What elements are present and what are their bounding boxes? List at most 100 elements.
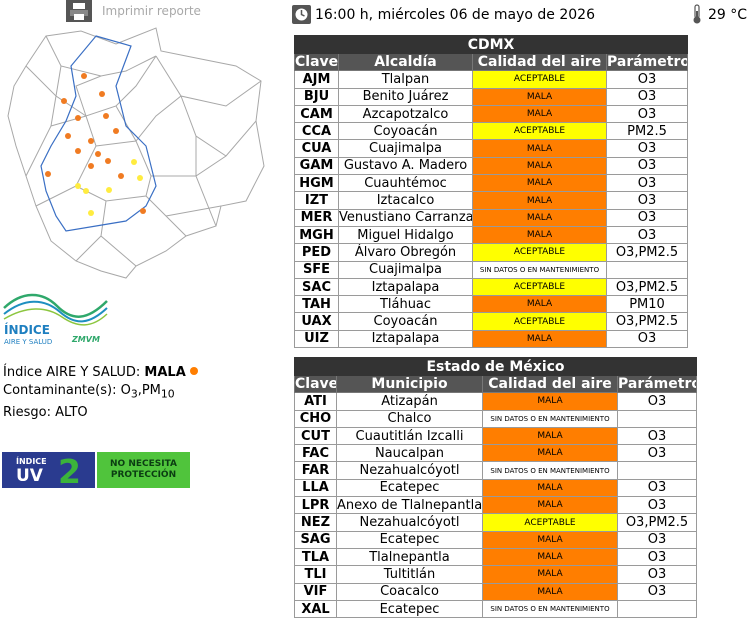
station-code: VIF (294, 582, 337, 601)
air-quality-status: MALA (472, 87, 607, 106)
print-report-label: Imprimir reporte (102, 4, 201, 18)
station-row: MGH Miguel Hidalgo MALA O3 (294, 225, 688, 245)
station-name: Ecatepec (336, 599, 483, 619)
air-quality-status: MALA (472, 191, 607, 210)
air-quality-status: MALA (472, 174, 607, 193)
column-header-parametro: Parámetro (617, 374, 697, 394)
station-code: IZT (294, 191, 339, 210)
station-name: Cuajimalpa (338, 139, 473, 158)
uv-message-line2: PROTECCIÓN (110, 470, 177, 480)
column-header-parametro: Parámetro (606, 52, 688, 72)
parameter-value (606, 260, 688, 279)
station-name: Naucalpan (336, 444, 483, 463)
column-header-calidad: Calidad del aire (482, 374, 618, 394)
uv-message-line1: NO NECESITA (110, 459, 177, 469)
station-name: Iztapalapa (338, 277, 473, 297)
indice-value: MALA (144, 365, 186, 380)
column-header-clave: Clave (294, 374, 337, 394)
station-row: ATI Atizapán MALA O3 (294, 392, 697, 411)
station-code: BJU (294, 87, 339, 106)
station-name: Ecatepec (336, 478, 483, 498)
station-name: Venustiano Carranza (338, 208, 473, 227)
air-quality-status: SIN DATOS O EN MANTENIMIENTO (472, 260, 607, 279)
station-row: CCA Coyoacán ACEPTABLE PM2.5 (294, 122, 688, 141)
station-name: Azcapotzalco (338, 104, 473, 124)
station-row: AJM Tlalpan ACEPTABLE O3 (294, 70, 688, 89)
air-quality-status: MALA (472, 208, 607, 227)
indice-aire-salud-logo: ÍNDICE AIRE Y SALUD ZMVM (3, 293, 108, 346)
uv-small-label: ÍNDICE (16, 457, 47, 466)
parameter-value: O3,PM2.5 (617, 513, 697, 532)
station-code: CUA (294, 139, 339, 158)
parameter-value: O3 (617, 530, 697, 549)
parameter-value: O3 (606, 174, 688, 193)
air-quality-status: MALA (482, 565, 618, 584)
parameter-value: O3 (606, 87, 688, 106)
station-name: Iztapalapa (338, 329, 473, 349)
air-quality-status: SIN DATOS O EN MANTENIMIENTO (482, 599, 618, 619)
station-name: Tultitlán (336, 565, 483, 584)
parameter-value: O3 (617, 392, 697, 411)
station-code: FAR (294, 461, 337, 480)
air-quality-status: ACEPTABLE (472, 312, 607, 331)
station-row: FAC Naucalpan MALA O3 (294, 444, 697, 463)
indice-row: Índice AIRE Y SALUD: MALA (3, 364, 198, 382)
station-name: Tláhuac (338, 295, 473, 314)
station-row: PED Álvaro Obregón ACEPTABLE O3,PM2.5 (294, 243, 688, 262)
station-code: GAM (294, 156, 339, 176)
station-code: FAC (294, 444, 337, 463)
station-name: Nezahualcóyotl (336, 461, 483, 480)
air-quality-status: ACEPTABLE (472, 122, 607, 141)
report-datetime: 16:00 h, miércoles 06 de mayo de 2026 (315, 7, 595, 23)
station-name: Tlalpan (338, 70, 473, 89)
station-code: HGM (294, 174, 339, 193)
o3-subscript: 3 (130, 387, 138, 401)
parameter-value: PM2.5 (606, 122, 688, 141)
station-row: LLA Ecatepec MALA O3 (294, 478, 697, 498)
air-quality-status: MALA (482, 444, 618, 463)
column-header-municipio: Municipio (336, 374, 483, 394)
air-quality-status: MALA (482, 392, 618, 411)
station-code: SAC (294, 277, 339, 297)
station-row: FAR Nezahualcóyotl SIN DATOS O EN MANTENIM… (294, 461, 697, 480)
station-code: TLA (294, 547, 337, 567)
uv-index-badge: ÍNDICE UV 2 (2, 452, 95, 491)
station-row: CHO Chalco SIN DATOS O EN MANTENIMIENTO (294, 409, 697, 428)
station-name: Coyoacán (338, 312, 473, 331)
parameter-value: O3 (606, 329, 688, 349)
station-row: CUT Cuautitlán Izcalli MALA O3 (294, 426, 697, 446)
station-name: Cuajimalpa (338, 260, 473, 279)
station-name: Anexo de Tlalnepantla (336, 496, 483, 515)
edomex-table: Estado de México Clave Municipio Calidad… (294, 357, 697, 619)
station-row: LPR Anexo de Tlalnepantla MALA O3 (294, 496, 697, 515)
parameter-value: O3 (617, 444, 697, 463)
station-row: GAM Gustavo A. Madero MALA O3 (294, 156, 688, 176)
station-name: Atizapán (336, 392, 483, 411)
column-header-calidad: Calidad del aire (472, 52, 607, 72)
air-quality-status: MALA (482, 530, 618, 549)
print-report-button[interactable]: Imprimir reporte (66, 0, 201, 22)
column-header-clave: Clave (294, 52, 339, 72)
parameter-value: O3,PM2.5 (606, 277, 688, 297)
station-name: Coyoacán (338, 122, 473, 141)
station-code: MGH (294, 225, 339, 245)
station-code: XAL (294, 599, 337, 619)
air-quality-status: MALA (482, 547, 618, 567)
air-quality-status: ACEPTABLE (472, 277, 607, 297)
air-quality-status: MALA (472, 295, 607, 314)
parameter-value: O3 (606, 104, 688, 124)
parameter-value: O3 (606, 70, 688, 89)
station-row: MER Venustiano Carranza MALA O3 (294, 208, 688, 227)
station-code: CUT (294, 426, 337, 446)
station-code: TLI (294, 565, 337, 584)
station-name: Coacalco (336, 582, 483, 601)
station-row: TAH Tláhuac MALA PM10 (294, 295, 688, 314)
uv-index-panel: ÍNDICE UV 2 NO NECESITA PROTECCIÓN (2, 452, 190, 491)
parameter-value: O3 (617, 582, 697, 601)
station-name: Miguel Hidalgo (338, 225, 473, 245)
station-row: CAM Azcapotzalco MALA O3 (294, 104, 688, 124)
station-code: MER (294, 208, 339, 227)
thermometer-icon (693, 4, 701, 24)
parameter-value: O3 (606, 208, 688, 227)
station-row: UIZ Iztapalapa MALA O3 (294, 329, 688, 349)
